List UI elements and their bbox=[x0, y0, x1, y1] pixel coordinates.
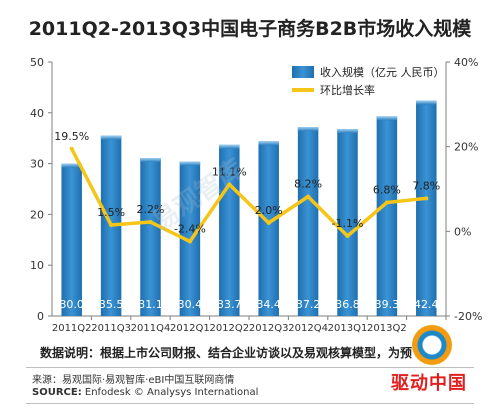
growth-rate-point bbox=[109, 222, 114, 227]
growth-rate-point bbox=[187, 239, 192, 244]
bar-data-label: 35.5 bbox=[99, 298, 124, 311]
y-tick-label-left: 30 bbox=[30, 158, 44, 171]
y-tick-label-right: -20% bbox=[454, 310, 482, 323]
chart-title: 2011Q2-2013Q3中国电子商务B2B市场收入规模 bbox=[28, 18, 472, 40]
bar-data-label: 37.2 bbox=[296, 298, 321, 311]
bar-data-label: 33.7 bbox=[217, 298, 242, 311]
bar-data-label: 36.8 bbox=[335, 298, 360, 311]
y-tick-label-left: 20 bbox=[30, 208, 44, 221]
growth-rate-point bbox=[69, 146, 74, 151]
legend-line-label: 环比增长率 bbox=[320, 83, 375, 97]
chart-plot: 0 10 20 30 40 50 -20% 0% 20% 40% 30.0 35.5 31.1 30.4… bbox=[30, 56, 482, 334]
growth-rate-label: 19.5% bbox=[54, 130, 89, 143]
x-tick-label: 2012Q3 bbox=[249, 323, 289, 334]
legend-bar-swatch bbox=[292, 66, 314, 78]
growth-rate-point bbox=[384, 200, 389, 205]
bar bbox=[416, 100, 437, 316]
growth-rate-point bbox=[266, 220, 271, 225]
bar bbox=[297, 127, 319, 316]
growth-rate-point bbox=[227, 182, 232, 187]
footer: 来源：易观国际·易观智库·eBI中国互联网商情 SOURCE: Enfodesk… bbox=[0, 367, 500, 408]
growth-rate-label: -2.4% bbox=[174, 222, 206, 235]
bar-cap bbox=[337, 129, 358, 134]
growth-rate-line bbox=[70, 147, 427, 244]
bar-data-label: 39.3 bbox=[375, 298, 400, 311]
data-note-text: 数据说明：根据上市公司财报、结合企业访谈以及易观核算模型，为预 bbox=[40, 346, 413, 360]
site-logo: 驱动中国 bbox=[386, 325, 472, 405]
logo-text: 驱动中国 bbox=[391, 373, 467, 394]
x-tick-label: 2011Q2 bbox=[52, 323, 92, 334]
bar-data-label: 31.1 bbox=[138, 298, 163, 311]
source-line-cn: 来源：易观国际·易观智库·eBI中国互联网商情 bbox=[32, 375, 235, 386]
growth-rate-label: 8.2% bbox=[294, 178, 322, 191]
x-tick-label: 2013Q1 bbox=[328, 323, 368, 334]
bar-cap bbox=[258, 141, 279, 146]
growth-rate-point bbox=[148, 220, 153, 225]
x-tick-label: 2012Q1 bbox=[170, 323, 210, 334]
bar bbox=[61, 163, 82, 316]
bar-data-label: 30.4 bbox=[178, 298, 203, 311]
x-tick-label: 2013Q2 bbox=[367, 323, 407, 334]
y-tick-label-left: 50 bbox=[30, 56, 44, 69]
growth-rate-point bbox=[306, 194, 311, 199]
growth-rate-point bbox=[424, 196, 429, 201]
growth-rate-label: 7.8% bbox=[412, 179, 440, 192]
legend-bar-label: 收入规模（亿元 人民币） bbox=[320, 65, 445, 79]
growth-rate-label: 6.8% bbox=[373, 184, 401, 197]
bar-data-label: 30.0 bbox=[59, 298, 84, 311]
source-line-en: SOURCE: Enfodesk © Analysys Internationa… bbox=[32, 387, 258, 398]
y-tick-label-right: 20% bbox=[454, 141, 478, 154]
y-tick-label-right: 0% bbox=[454, 225, 471, 238]
source-prefix: SOURCE: bbox=[32, 387, 82, 398]
footer-rule-top bbox=[26, 367, 474, 368]
x-tick-label: 2011Q3 bbox=[91, 323, 131, 334]
growth-rate-label: 11.1% bbox=[212, 165, 247, 178]
x-tick-label: 2012Q2 bbox=[209, 323, 249, 334]
y-tick-label-left: 40 bbox=[30, 107, 44, 120]
bar-cap bbox=[100, 135, 122, 140]
bar bbox=[140, 158, 161, 316]
x-tick-label: 2011Q4 bbox=[131, 323, 171, 334]
bar-cap bbox=[219, 144, 240, 149]
bar-cap bbox=[61, 163, 82, 168]
logo-ring-icon bbox=[412, 325, 452, 365]
growth-rate-point bbox=[345, 233, 350, 238]
x-tick-label: 2012Q4 bbox=[288, 323, 328, 334]
bar-cap bbox=[376, 116, 398, 121]
bar-data-label: 42.4 bbox=[414, 298, 439, 311]
bar-cap bbox=[140, 158, 161, 163]
bar bbox=[337, 129, 358, 316]
bar-cap bbox=[179, 161, 201, 166]
growth-rate-label: 2.0% bbox=[255, 204, 283, 217]
y-tick-label-left: 10 bbox=[30, 259, 44, 272]
bar-cap bbox=[297, 127, 319, 132]
bar bbox=[376, 116, 398, 316]
bar-data-label: 34.4 bbox=[256, 298, 281, 311]
growth-rate-label: 1.5% bbox=[97, 206, 125, 219]
y-tick-label-right: 40% bbox=[454, 56, 478, 69]
source-text: Enfodesk © Analysys International bbox=[81, 387, 259, 398]
growth-rate-label: -1.1% bbox=[332, 217, 364, 230]
y-tick-label-left: 0 bbox=[37, 310, 44, 323]
bar-cap bbox=[416, 100, 437, 105]
footer-rule-bottom bbox=[26, 403, 474, 404]
bar bbox=[258, 141, 279, 316]
growth-rate-label: 2.2% bbox=[137, 203, 165, 216]
